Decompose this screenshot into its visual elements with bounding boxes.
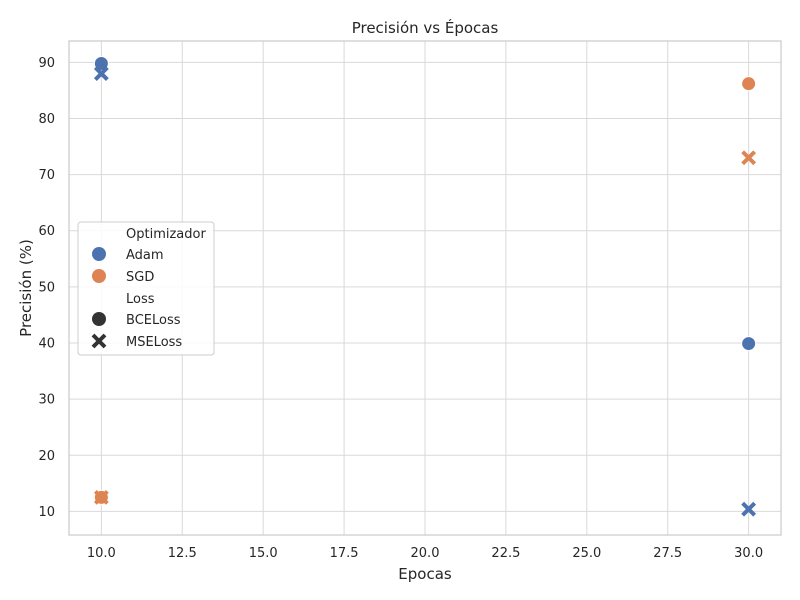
- x-tick-label: 30.0: [734, 546, 763, 561]
- x-tick-labels: 10.0 12.5 15.0 17.5 20.0 22.5 25.0 27.5 30.0: [87, 546, 763, 561]
- y-tick-label: 40: [38, 337, 55, 352]
- y-tick-label: 20: [38, 449, 55, 464]
- point-sgd-mseloss: [741, 150, 757, 166]
- y-tick-label: 50: [38, 280, 55, 295]
- point-adam-bceloss: [93, 55, 109, 71]
- legend-marker-mseloss: [91, 333, 107, 349]
- legend: Optimizador Adam SGD Loss BCELoss MSELos…: [77, 221, 215, 356]
- point-sgd-mseloss: [93, 489, 109, 505]
- x-tick-label: 22.5: [491, 546, 520, 561]
- y-tick-label: 30: [38, 393, 55, 408]
- point-adam-mseloss: [741, 501, 757, 517]
- point-adam-mseloss: [93, 66, 109, 81]
- data-points: [93, 55, 757, 517]
- x-axis-label: Epocas: [398, 565, 452, 583]
- x-tick-label: 25.0: [572, 546, 601, 561]
- chart-title: Precisión vs Épocas: [352, 18, 499, 37]
- y-tick-label: 80: [38, 112, 55, 127]
- x-tick-label: 17.5: [330, 546, 359, 561]
- y-axis-label: Precisión (%): [17, 239, 35, 337]
- x-tick-label: 12.5: [168, 546, 197, 561]
- legend-label-bceloss: BCELoss: [126, 313, 181, 328]
- x-tick-label: 20.0: [411, 546, 440, 561]
- legend-label-adam: Adam: [126, 248, 164, 263]
- legend-label-sgd: SGD: [126, 270, 154, 285]
- plot-frame: [68, 40, 782, 536]
- legend-label-mseloss: MSELoss: [126, 335, 182, 350]
- y-tick-label: 10: [38, 505, 55, 520]
- legend-box: [77, 221, 215, 356]
- y-tick-labels: 10 20 30 40 50 60 70 80 90: [38, 56, 55, 520]
- x-tick-label: 15.0: [249, 546, 278, 561]
- y-tick-label: 90: [38, 56, 55, 71]
- legend-marker-sgd: [92, 269, 106, 283]
- legend-title-optimizer: Optimizador: [126, 227, 206, 242]
- x-tick-label: 10.0: [87, 546, 116, 561]
- legend-title-loss: Loss: [126, 292, 155, 307]
- legend-marker-adam: [92, 247, 106, 261]
- point-adam-bceloss: [741, 336, 757, 352]
- x-tick-label: 27.5: [653, 546, 682, 561]
- legend-marker-bceloss: [92, 312, 106, 326]
- grid: [69, 41, 781, 535]
- y-tick-label: 60: [38, 224, 55, 239]
- point-sgd-bceloss: [741, 76, 757, 92]
- y-tick-label: 70: [38, 168, 55, 183]
